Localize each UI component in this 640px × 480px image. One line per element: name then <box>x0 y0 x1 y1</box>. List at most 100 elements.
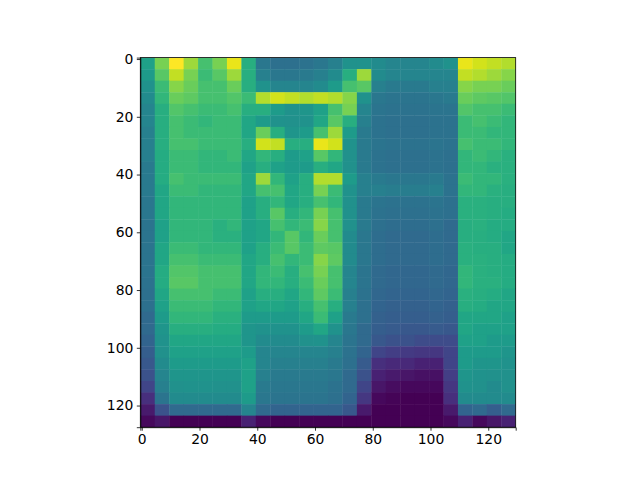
cell <box>328 393 343 405</box>
cell <box>501 138 515 150</box>
cell <box>429 196 444 208</box>
cell <box>444 58 459 70</box>
cell <box>357 300 372 312</box>
cell <box>501 254 515 266</box>
cell <box>155 104 170 116</box>
tick-label: 60 <box>116 224 134 240</box>
cell <box>415 323 430 335</box>
cell <box>169 173 184 185</box>
cell <box>270 219 285 231</box>
tick-label: 20 <box>116 109 134 125</box>
cell <box>415 58 430 70</box>
cell <box>342 127 357 139</box>
cell <box>213 404 228 416</box>
cell <box>444 393 459 405</box>
cell <box>241 254 256 266</box>
cell <box>140 81 155 93</box>
cell <box>213 254 228 266</box>
cell <box>155 69 170 81</box>
cell <box>285 335 300 347</box>
cell <box>270 404 285 416</box>
cell <box>155 173 170 185</box>
cell <box>458 208 473 220</box>
cell <box>444 127 459 139</box>
cell <box>371 289 386 301</box>
cell <box>386 289 401 301</box>
cell <box>285 289 300 301</box>
cell <box>386 358 401 370</box>
cell <box>501 185 515 197</box>
cell <box>241 162 256 174</box>
cell <box>487 277 502 289</box>
cell <box>386 173 401 185</box>
cell <box>155 150 170 162</box>
cell <box>169 369 184 381</box>
cell <box>314 393 329 405</box>
cell <box>472 138 487 150</box>
cell <box>458 346 473 358</box>
cell <box>241 115 256 127</box>
cell <box>357 208 372 220</box>
cell <box>400 242 415 254</box>
cell <box>169 242 184 254</box>
cell <box>371 173 386 185</box>
cell <box>285 277 300 289</box>
cell <box>155 231 170 243</box>
cell <box>227 58 242 70</box>
cell <box>314 219 329 231</box>
cell <box>458 196 473 208</box>
cell <box>400 416 415 428</box>
cell <box>400 393 415 405</box>
cell <box>314 115 329 127</box>
cell <box>501 323 515 335</box>
cell <box>328 369 343 381</box>
cell <box>241 242 256 254</box>
cell <box>357 381 372 393</box>
cell <box>487 404 502 416</box>
cell <box>342 150 357 162</box>
cell <box>342 381 357 393</box>
cell <box>241 104 256 116</box>
cell <box>371 335 386 347</box>
cell <box>458 231 473 243</box>
cell <box>371 300 386 312</box>
cell <box>169 404 184 416</box>
cell <box>270 58 285 70</box>
cell <box>184 231 199 243</box>
cell <box>487 208 502 220</box>
cell <box>285 404 300 416</box>
cell <box>299 115 314 127</box>
cell <box>314 150 329 162</box>
cell <box>458 323 473 335</box>
cell <box>227 369 242 381</box>
cell <box>472 208 487 220</box>
cell <box>241 208 256 220</box>
cell <box>501 277 515 289</box>
cell <box>169 127 184 139</box>
cell <box>155 381 170 393</box>
cell <box>501 416 515 428</box>
cell <box>415 312 430 324</box>
cell <box>472 115 487 127</box>
cell <box>270 127 285 139</box>
cell <box>400 404 415 416</box>
cell <box>213 323 228 335</box>
cell <box>342 219 357 231</box>
cell <box>458 369 473 381</box>
cell <box>487 289 502 301</box>
cell <box>184 127 199 139</box>
cell <box>169 58 184 70</box>
cell <box>270 277 285 289</box>
cell <box>371 150 386 162</box>
cell <box>487 416 502 428</box>
cell <box>487 300 502 312</box>
cell <box>314 185 329 197</box>
cell <box>155 416 170 428</box>
cell <box>342 242 357 254</box>
cell <box>400 104 415 116</box>
cell <box>444 138 459 150</box>
cell <box>472 300 487 312</box>
cell <box>169 381 184 393</box>
cell <box>371 81 386 93</box>
cell <box>270 300 285 312</box>
